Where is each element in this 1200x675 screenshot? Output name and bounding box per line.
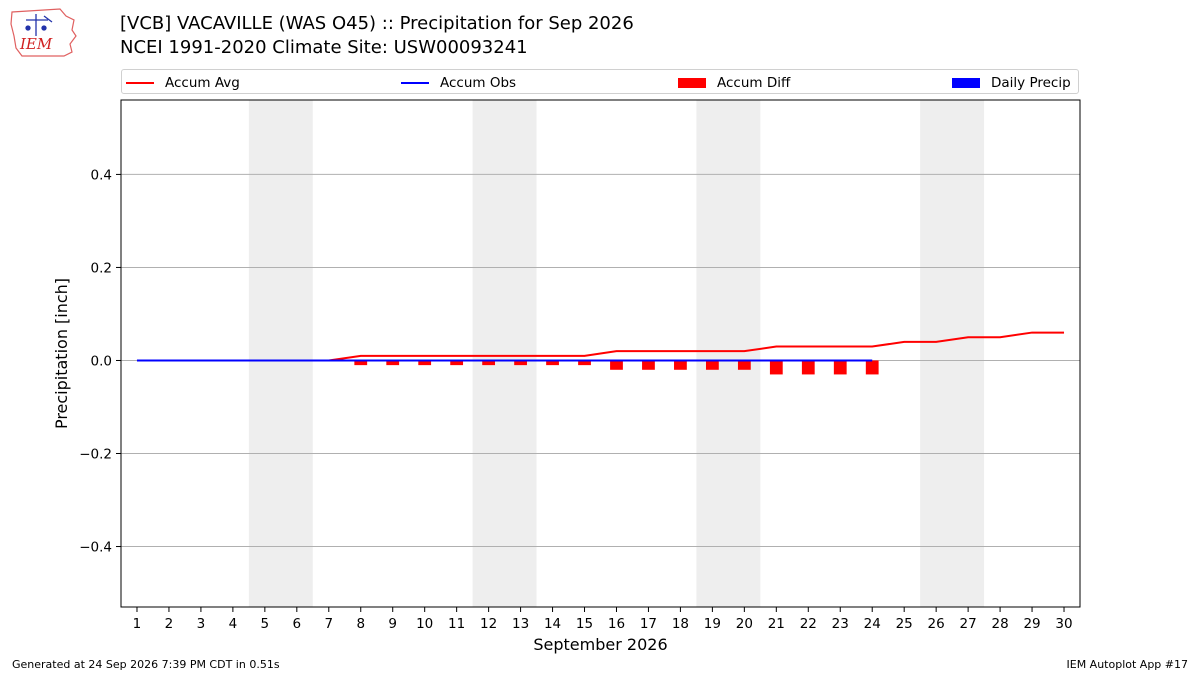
x-tick-label: 4 [229,616,238,632]
x-tick-label: 22 [800,616,817,632]
x-tick-label: 20 [736,616,753,632]
bar-accum-diff [769,360,783,375]
x-tick-label: 13 [512,616,529,632]
legend-swatch-daily-precip [952,77,980,88]
x-tick-label: 23 [832,616,849,632]
x-tick-label: 30 [1055,616,1072,632]
x-tick-label: 19 [704,616,721,632]
x-tick-label: 15 [576,616,593,632]
bar-accum-diff [865,360,879,375]
legend-label-accum-diff: Accum Diff [717,74,791,91]
x-tick-label: 9 [388,616,397,632]
footer-generated: Generated at 24 Sep 2026 7:39 PM CDT in … [12,658,280,671]
y-tick-label: −0.2 [79,447,112,463]
bar-accum-diff [705,360,719,370]
logo-text: IEM [19,35,53,53]
bar-accum-diff [354,360,368,366]
footer-app: IEM Autoplot App #17 [1066,658,1189,671]
x-tick-label: 11 [448,616,465,632]
bar-accum-diff [482,360,496,366]
state-outline-shape [10,8,77,57]
x-tick-label: 21 [768,616,785,632]
legend-item-accum-obs: Accum Obs [401,70,516,95]
bar-accum-diff [418,360,432,366]
legend-swatch-accum-diff [678,77,706,88]
legend-label-accum-obs: Accum Obs [440,74,517,91]
bar-accum-diff [674,360,687,370]
weather-vane-icon [25,14,53,36]
x-tick-label: 8 [356,616,365,632]
bar-accum-diff [578,360,591,366]
weekend-shade [248,100,313,607]
legend-label-accum-avg: Accum Avg [165,74,240,91]
bar-accum-diff [833,360,847,375]
chart-title: [VCB] VACAVILLE (WAS O45) :: Precipitati… [120,13,634,34]
bar-accum-diff [801,360,815,375]
legend-item-accum-diff: Accum Diff [678,70,790,95]
legend-item-daily-precip: Daily Precip [952,70,1071,95]
legend-label-daily-precip: Daily Precip [991,74,1071,91]
x-tick-label: 27 [960,616,977,632]
x-tick-label: 25 [896,616,913,632]
y-tick-label: 0.4 [91,167,112,183]
weekend-shade [472,100,537,607]
bar-accum-diff [737,360,751,370]
plot-frame [120,99,1081,608]
x-tick-label: 7 [324,616,333,632]
x-tick-label: 2 [165,616,174,632]
chart-subtitle: NCEI 1991-2020 Climate Site: USW00093241 [120,37,528,58]
y-tick-label: 0.2 [91,260,112,276]
x-tick-label: 3 [197,616,206,632]
bar-accum-diff [514,360,527,366]
legend-swatch-accum-obs [401,81,429,84]
x-tick-label: 16 [608,616,625,632]
x-tick-label: 5 [261,616,270,632]
legend-item-accum-avg: Accum Avg [126,70,240,95]
bar-accum-diff [610,360,623,370]
x-tick-label: 12 [480,616,497,632]
bar-accum-diff [642,360,655,370]
x-axis-label: September 2026 [533,635,667,654]
y-tick-label: 0.0 [91,353,112,369]
weekend-shade [696,100,761,607]
x-tick-label: 14 [544,616,561,632]
weekend-shade [920,100,985,607]
chart-legend: Accum Avg Accum Obs Accum Diff Daily Pre… [121,69,1079,94]
x-tick-label: 18 [672,616,689,632]
x-tick-label: 26 [928,616,945,632]
x-tick-label: 6 [293,616,302,632]
x-tick-label: 28 [991,616,1008,632]
x-tick-label: 1 [133,616,142,632]
iem-logo: IEM [10,8,77,57]
legend-swatch-accum-avg [126,81,154,84]
y-axis-label: Precipitation [inch] [52,278,71,429]
y-tick-label: −0.4 [79,540,112,556]
x-tick-label: 24 [864,616,881,632]
x-tick-label: 29 [1023,616,1040,632]
bar-accum-diff [386,360,400,366]
bar-accum-diff [450,360,464,366]
bar-accum-diff [546,360,559,366]
x-tick-label: 10 [416,616,433,632]
x-tick-label: 17 [640,616,657,632]
